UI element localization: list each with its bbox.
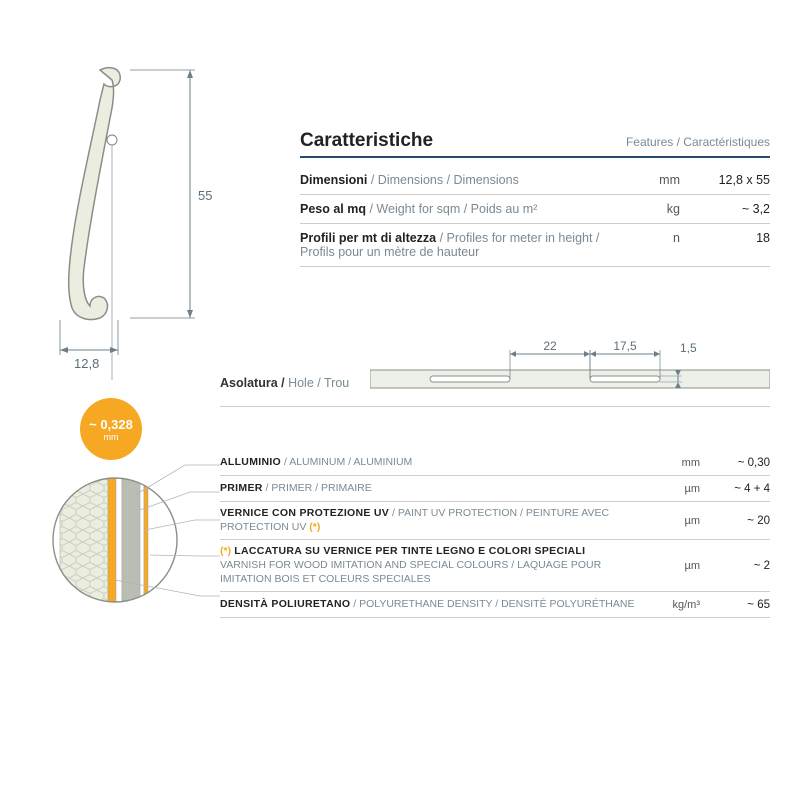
layer-diagram [20,470,210,625]
features-table: Caratteristiche Features / Caractéristiq… [300,130,770,267]
profile-diagram: 55 12,8 [40,60,220,360]
features-subtitle: Features / Caractéristiques [626,135,770,149]
asolatura-label: Asolatura / Hole / Trou [220,376,360,400]
svg-text:1,5: 1,5 [680,341,697,355]
material-row: DENSITÀ POLIURETANO / POLYURETHANE DENSI… [220,592,770,618]
material-row: (*) LACCATURA SU VERNICE PER TINTE LEGNO… [220,540,770,592]
feature-row: Profili per mt di altezza / Profiles for… [300,224,770,267]
materials-table: ALLUMINIO / ALUMINUM / ALUMINIUMmm~ 0,30… [220,450,770,618]
asolatura-label-bold: Asolatura / [220,376,285,390]
badge-unit: mm [104,432,119,442]
asolatura-label-trans: Hole / Trou [285,376,350,390]
feature-row: Dimensioni / Dimensions / Dimensionsmm12… [300,166,770,195]
dim-height: 55 [198,188,212,203]
dim-width: 12,8 [74,356,99,371]
material-row: VERNICE CON PROTEZIONE UV / PAINT UV PRO… [220,502,770,540]
svg-text:17,5: 17,5 [613,339,637,353]
svg-text:22: 22 [543,339,557,353]
asolatura-diagram: 22 17,5 1,5 [370,330,770,400]
badge-value: ~ 0,328 [89,417,133,432]
material-row: ALLUMINIO / ALUMINUM / ALUMINIUMmm~ 0,30 [220,450,770,476]
thickness-badge: ~ 0,328 mm [80,398,142,460]
features-header: Caratteristiche Features / Caractéristiq… [300,130,770,158]
features-title: Caratteristiche [300,130,433,152]
asolatura-block: Asolatura / Hole / Trou 22 17,5 1,5 [220,330,770,407]
material-row: PRIMER / PRIMER / PRIMAIREµm~ 4 + 4 [220,476,770,502]
feature-row: Peso al mq / Weight for sqm / Poids au m… [300,195,770,224]
